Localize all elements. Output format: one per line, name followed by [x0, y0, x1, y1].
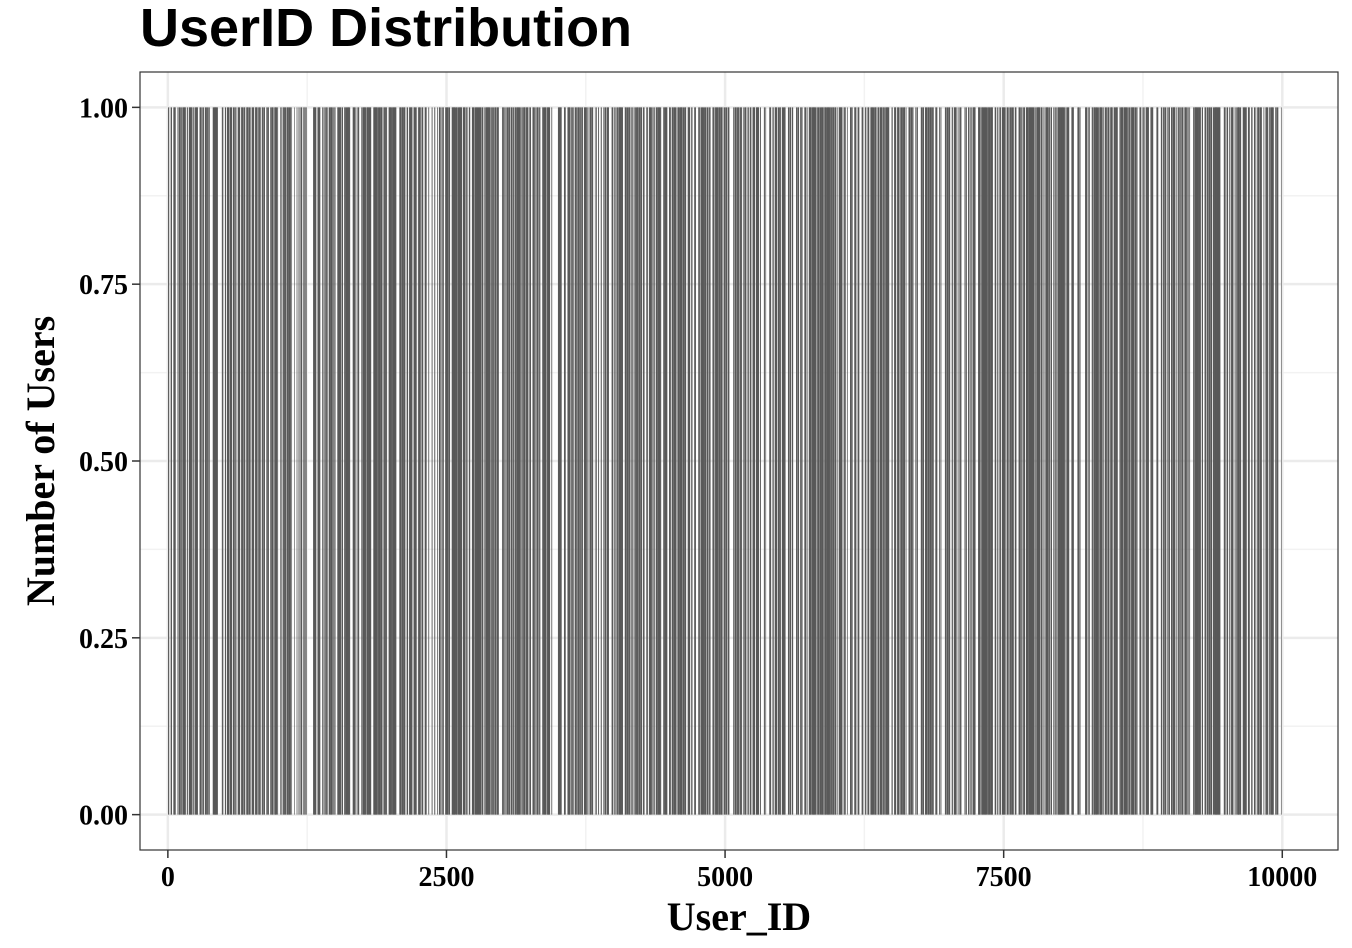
- x-tick-label: 5000: [697, 862, 753, 893]
- bar-series: [168, 107, 1282, 815]
- chart-title: UserID Distribution: [140, 0, 632, 58]
- x-tick-label: 10000: [1247, 862, 1317, 893]
- x-tick-label: 2500: [418, 862, 474, 893]
- x-tick-label: 0: [161, 862, 175, 893]
- x-axis-title: User_ID: [667, 894, 811, 939]
- y-tick-label: 0.50: [79, 447, 128, 478]
- x-tick-label: 7500: [976, 862, 1032, 893]
- y-axis-title: Number of Users: [18, 316, 63, 606]
- y-tick-label: 1.00: [79, 93, 128, 124]
- x-axis: 0 2500 5000 7500 10000: [161, 850, 1317, 893]
- y-tick-label: 0.00: [79, 801, 128, 832]
- y-tick-label: 0.75: [79, 270, 128, 301]
- y-tick-label: 0.25: [79, 624, 128, 655]
- y-axis: 0.00 0.25 0.50 0.75 1.00: [79, 93, 140, 832]
